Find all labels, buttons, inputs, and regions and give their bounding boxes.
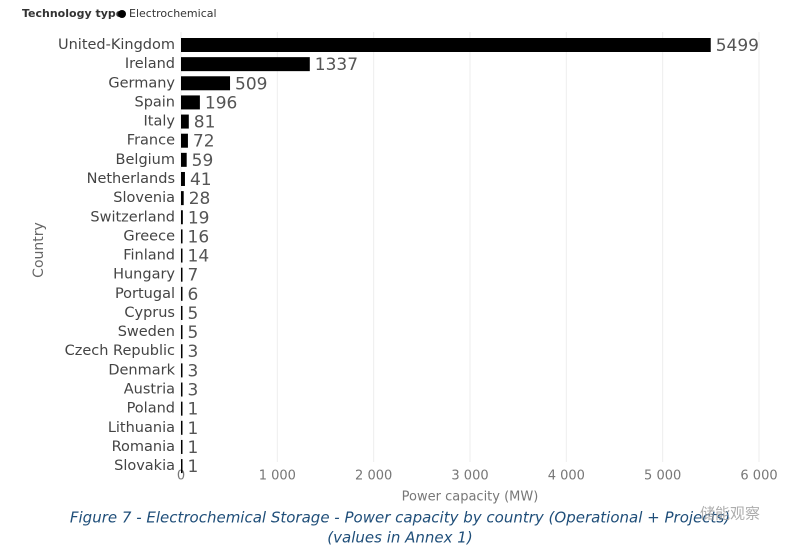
bar: [181, 38, 711, 52]
y-axis-title: Country: [31, 222, 47, 278]
value-label: 5: [188, 323, 199, 343]
caption: (values in Annex 1): [327, 529, 472, 547]
bar: [181, 344, 183, 359]
value-label: 196: [205, 93, 237, 113]
y-tick-label: Belgium: [116, 152, 175, 168]
y-tick-label: Switzerland: [90, 209, 175, 225]
value-label: 509: [235, 74, 267, 94]
value-label: 1: [188, 419, 199, 439]
bar: [181, 267, 183, 282]
bar: [181, 76, 231, 91]
value-label: 1: [188, 457, 199, 477]
x-tick-label: 3 000: [451, 469, 488, 484]
x-tick-label: 6 000: [740, 469, 777, 484]
bar: [181, 229, 183, 244]
x-tick-label: 2 000: [355, 469, 392, 484]
y-tick-label: Portugal: [115, 286, 175, 302]
y-tick-label: Slovenia: [113, 190, 175, 206]
y-tick-label: Germany: [108, 75, 175, 91]
value-label: 19: [188, 208, 210, 228]
bar: [181, 152, 187, 167]
value-label: 59: [192, 151, 214, 171]
y-tick-label: Lithuania: [108, 420, 175, 436]
y-tick-label: Austria: [124, 382, 175, 398]
value-label: 14: [188, 247, 210, 267]
bar: [181, 325, 183, 340]
watermark: 储能观察: [700, 505, 760, 523]
value-label: 5: [188, 304, 199, 324]
bar: [181, 95, 200, 110]
bar: [181, 382, 183, 397]
bar: [181, 286, 183, 301]
bar: [181, 305, 183, 320]
bar: [181, 420, 183, 435]
value-label: 7: [188, 266, 199, 286]
y-tick-label: France: [127, 133, 175, 149]
bar: [181, 114, 189, 129]
value-label: 5499: [716, 36, 759, 56]
y-tick-label: Finland: [123, 248, 175, 264]
value-label: 3: [188, 381, 199, 401]
value-label: 3: [188, 361, 199, 381]
x-tick-label: 0: [177, 469, 185, 484]
legend-marker: [118, 10, 126, 18]
bar: [181, 210, 183, 225]
x-tick-label: 1 000: [259, 469, 296, 484]
bar: [181, 363, 183, 378]
bar: [181, 171, 185, 186]
y-tick-label: Greece: [123, 228, 175, 244]
value-label: 1337: [315, 55, 358, 75]
bar: [181, 401, 183, 416]
caption: Figure 7 - Electrochemical Storage - Pow…: [70, 509, 730, 527]
y-tick-label: Czech Republic: [65, 343, 175, 359]
legend-label: Electrochemical: [129, 7, 217, 20]
legend-title: Technology type: [22, 7, 123, 20]
y-tick-label: Cyprus: [124, 305, 175, 321]
value-label: 3: [188, 342, 199, 362]
y-tick-label: Spain: [134, 94, 175, 110]
y-tick-label: Hungary: [113, 267, 175, 283]
y-tick-label: Romania: [112, 439, 175, 455]
y-tick-label: Ireland: [125, 56, 175, 72]
bar: [181, 439, 183, 454]
x-tick-label: 4 000: [548, 469, 585, 484]
y-tick-label: Slovakia: [114, 458, 175, 474]
value-label: 1: [188, 400, 199, 420]
bar: [181, 459, 183, 474]
x-axis-title: Power capacity (MW): [402, 490, 539, 505]
bar: [181, 57, 310, 72]
y-tick-label: Netherlands: [87, 171, 175, 187]
x-tick-label: 5 000: [644, 469, 681, 484]
value-label: 16: [188, 227, 210, 247]
value-label: 6: [188, 285, 199, 305]
y-tick-label: Italy: [144, 114, 176, 130]
value-label: 72: [193, 132, 215, 152]
bar: [181, 191, 184, 206]
value-label: 41: [190, 170, 212, 190]
y-tick-label: Sweden: [118, 324, 175, 340]
value-label: 28: [189, 189, 211, 209]
bar: [181, 248, 183, 263]
y-tick-label: Poland: [127, 401, 175, 417]
bar: [181, 133, 188, 148]
y-tick-label: Denmark: [108, 362, 175, 378]
value-label: 81: [194, 113, 216, 133]
y-tick-label: United-Kingdom: [58, 37, 175, 53]
value-label: 1: [188, 438, 199, 458]
